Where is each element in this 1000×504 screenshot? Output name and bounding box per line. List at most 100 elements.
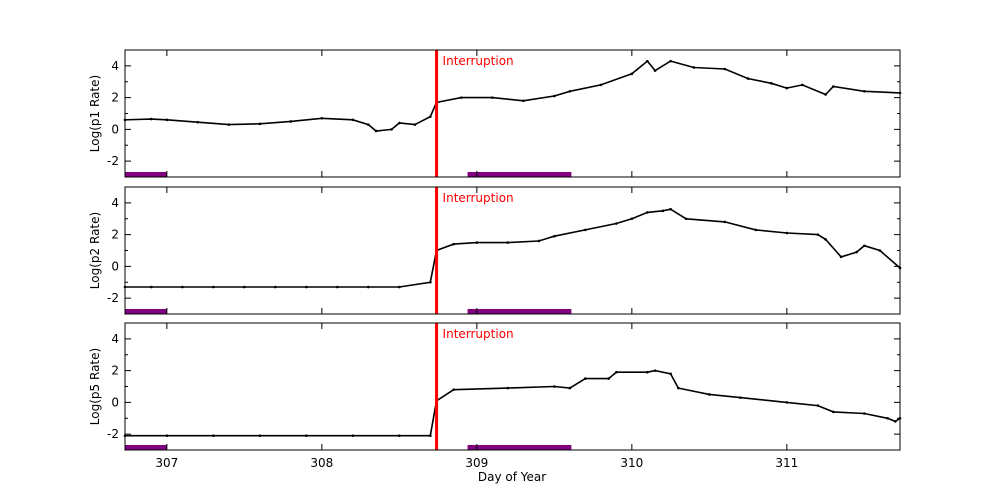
data-point [452,242,455,246]
data-point [839,255,843,259]
data-point [336,285,339,289]
data-point [754,228,758,232]
data-point [863,89,866,93]
data-point [150,285,153,289]
data-point [475,241,479,244]
data-point [429,280,432,284]
data-point [522,99,525,103]
data-point [723,67,727,71]
y-axis-label: Log(p1 Rate) [88,75,102,152]
y-tick-label: 0 [111,122,119,136]
data-point [452,388,455,391]
data-point [351,434,355,438]
data-point [708,393,711,396]
data-point [398,121,401,125]
data-point [460,96,463,99]
data-point [258,434,262,438]
data-point [855,250,858,254]
data-point [785,231,789,235]
data-point [886,416,889,420]
data-point [274,285,277,289]
data-point [669,372,672,376]
data-point [429,434,432,438]
y-tick-label: -2 [107,291,119,305]
y-axis-label: Log(p5 Rate) [88,348,102,425]
data-point [785,401,789,404]
data-point [553,94,556,98]
observation-band [467,172,572,177]
data-point [824,93,827,96]
data-point [646,211,649,214]
data-point [568,89,572,93]
observation-band [467,309,572,314]
data-point [630,72,634,76]
axes-frame [124,49,901,178]
data-point [832,410,835,414]
data-point [320,116,324,120]
y-tick-label: -2 [107,427,119,441]
data-point [584,377,587,380]
y-tick-label: 2 [111,228,119,242]
data-point [615,370,618,374]
data-point [863,412,866,415]
data-point [646,370,649,374]
data-point [878,249,882,252]
data-point [537,239,541,243]
y-tick-label: 4 [111,196,119,210]
data-point [894,420,897,423]
data-point [553,234,556,238]
data-point [669,207,672,211]
data-point [390,128,393,131]
data-point [785,86,789,90]
y-tick-label: 4 [111,59,119,73]
data-point [227,123,231,126]
data-point [677,386,680,390]
data-point [746,77,750,80]
data-point [398,434,401,438]
data-point [684,217,688,221]
observation-band [125,172,167,177]
data-point [630,217,634,221]
data-point [398,285,401,289]
x-tick-label: 309 [465,456,488,470]
y-tick-label: 0 [111,259,119,273]
x-tick-label: 311 [775,456,798,470]
data-point [615,222,618,225]
data-point [150,117,153,121]
data-point [305,285,308,289]
series-line [125,369,901,437]
interruption-label: Interruption [443,54,514,68]
data-point [568,386,572,390]
y-axis-label: Log(p2 Rate) [88,212,102,289]
data-point [506,386,510,390]
x-tick-label: 308 [310,456,333,470]
data-point [289,120,293,123]
axes-frame [124,186,901,315]
y-tick-label: -2 [107,154,119,168]
data-point [669,59,672,63]
data-point [367,285,370,289]
observation-band [467,445,572,450]
data-point [305,434,308,438]
data-point [165,118,169,122]
data-point [212,285,215,289]
y-tick-label: 2 [111,91,119,105]
data-point [367,123,370,126]
y-tick-label: 4 [111,332,119,346]
axes-frame [124,322,901,451]
data-point [599,83,603,87]
y-tick-label: 0 [111,395,119,409]
data-point [770,82,773,85]
data-point [646,59,649,63]
observation-band [125,445,167,450]
data-point [723,220,727,224]
y-tick-label: 2 [111,364,119,378]
data-point [491,96,494,99]
series-line [124,59,901,132]
interruption-label: Interruption [443,191,514,205]
data-point [181,285,184,289]
observation-band [125,309,167,314]
data-point [413,123,417,126]
x-tick-label: 307 [155,456,178,470]
